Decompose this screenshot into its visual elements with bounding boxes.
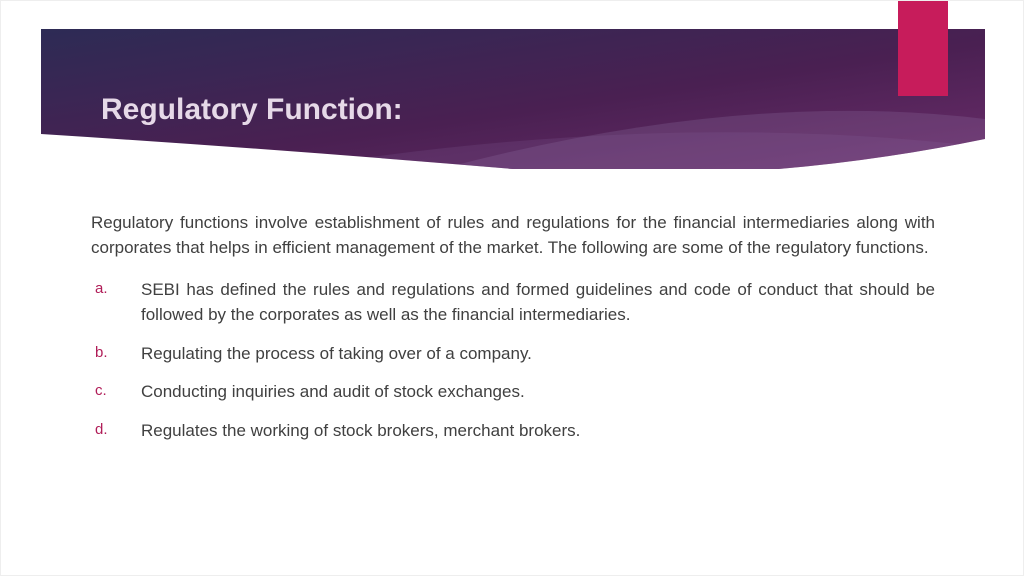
- list-marker: b.: [95, 342, 108, 364]
- intro-paragraph: Regulatory functions involve establishme…: [91, 211, 935, 260]
- list-text: SEBI has defined the rules and regulatio…: [141, 280, 935, 324]
- slide-title: Regulatory Function:: [101, 93, 403, 127]
- list-marker: d.: [95, 419, 108, 441]
- list-item: b. Regulating the process of taking over…: [91, 342, 935, 367]
- list-text: Regulates the working of stock brokers, …: [141, 421, 580, 440]
- slide-content: Regulatory functions involve establishme…: [91, 211, 935, 457]
- list-marker: c.: [95, 380, 107, 402]
- list-text: Conducting inquiries and audit of stock …: [141, 382, 525, 401]
- list-item: a. SEBI has defined the rules and regula…: [91, 278, 935, 327]
- list-text: Regulating the process of taking over of…: [141, 344, 532, 363]
- list-item: d. Regulates the working of stock broker…: [91, 419, 935, 444]
- list-marker: a.: [95, 278, 108, 300]
- regulatory-list: a. SEBI has defined the rules and regula…: [91, 278, 935, 443]
- ribbon-accent: [898, 1, 948, 96]
- list-item: c. Conducting inquiries and audit of sto…: [91, 380, 935, 405]
- slide: Regulatory Function: Regulatory function…: [0, 0, 1024, 576]
